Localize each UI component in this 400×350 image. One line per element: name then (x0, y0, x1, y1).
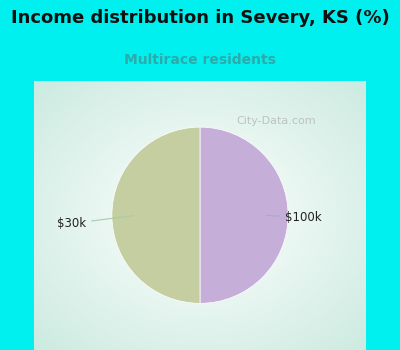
Text: City-Data.com: City-Data.com (236, 116, 316, 126)
Wedge shape (200, 127, 288, 303)
Text: Income distribution in Severy, KS (%): Income distribution in Severy, KS (%) (11, 9, 389, 28)
Wedge shape (112, 127, 200, 303)
Text: $30k: $30k (57, 216, 134, 230)
Text: Multirace residents: Multirace residents (124, 54, 276, 68)
Text: $100k: $100k (266, 211, 322, 224)
